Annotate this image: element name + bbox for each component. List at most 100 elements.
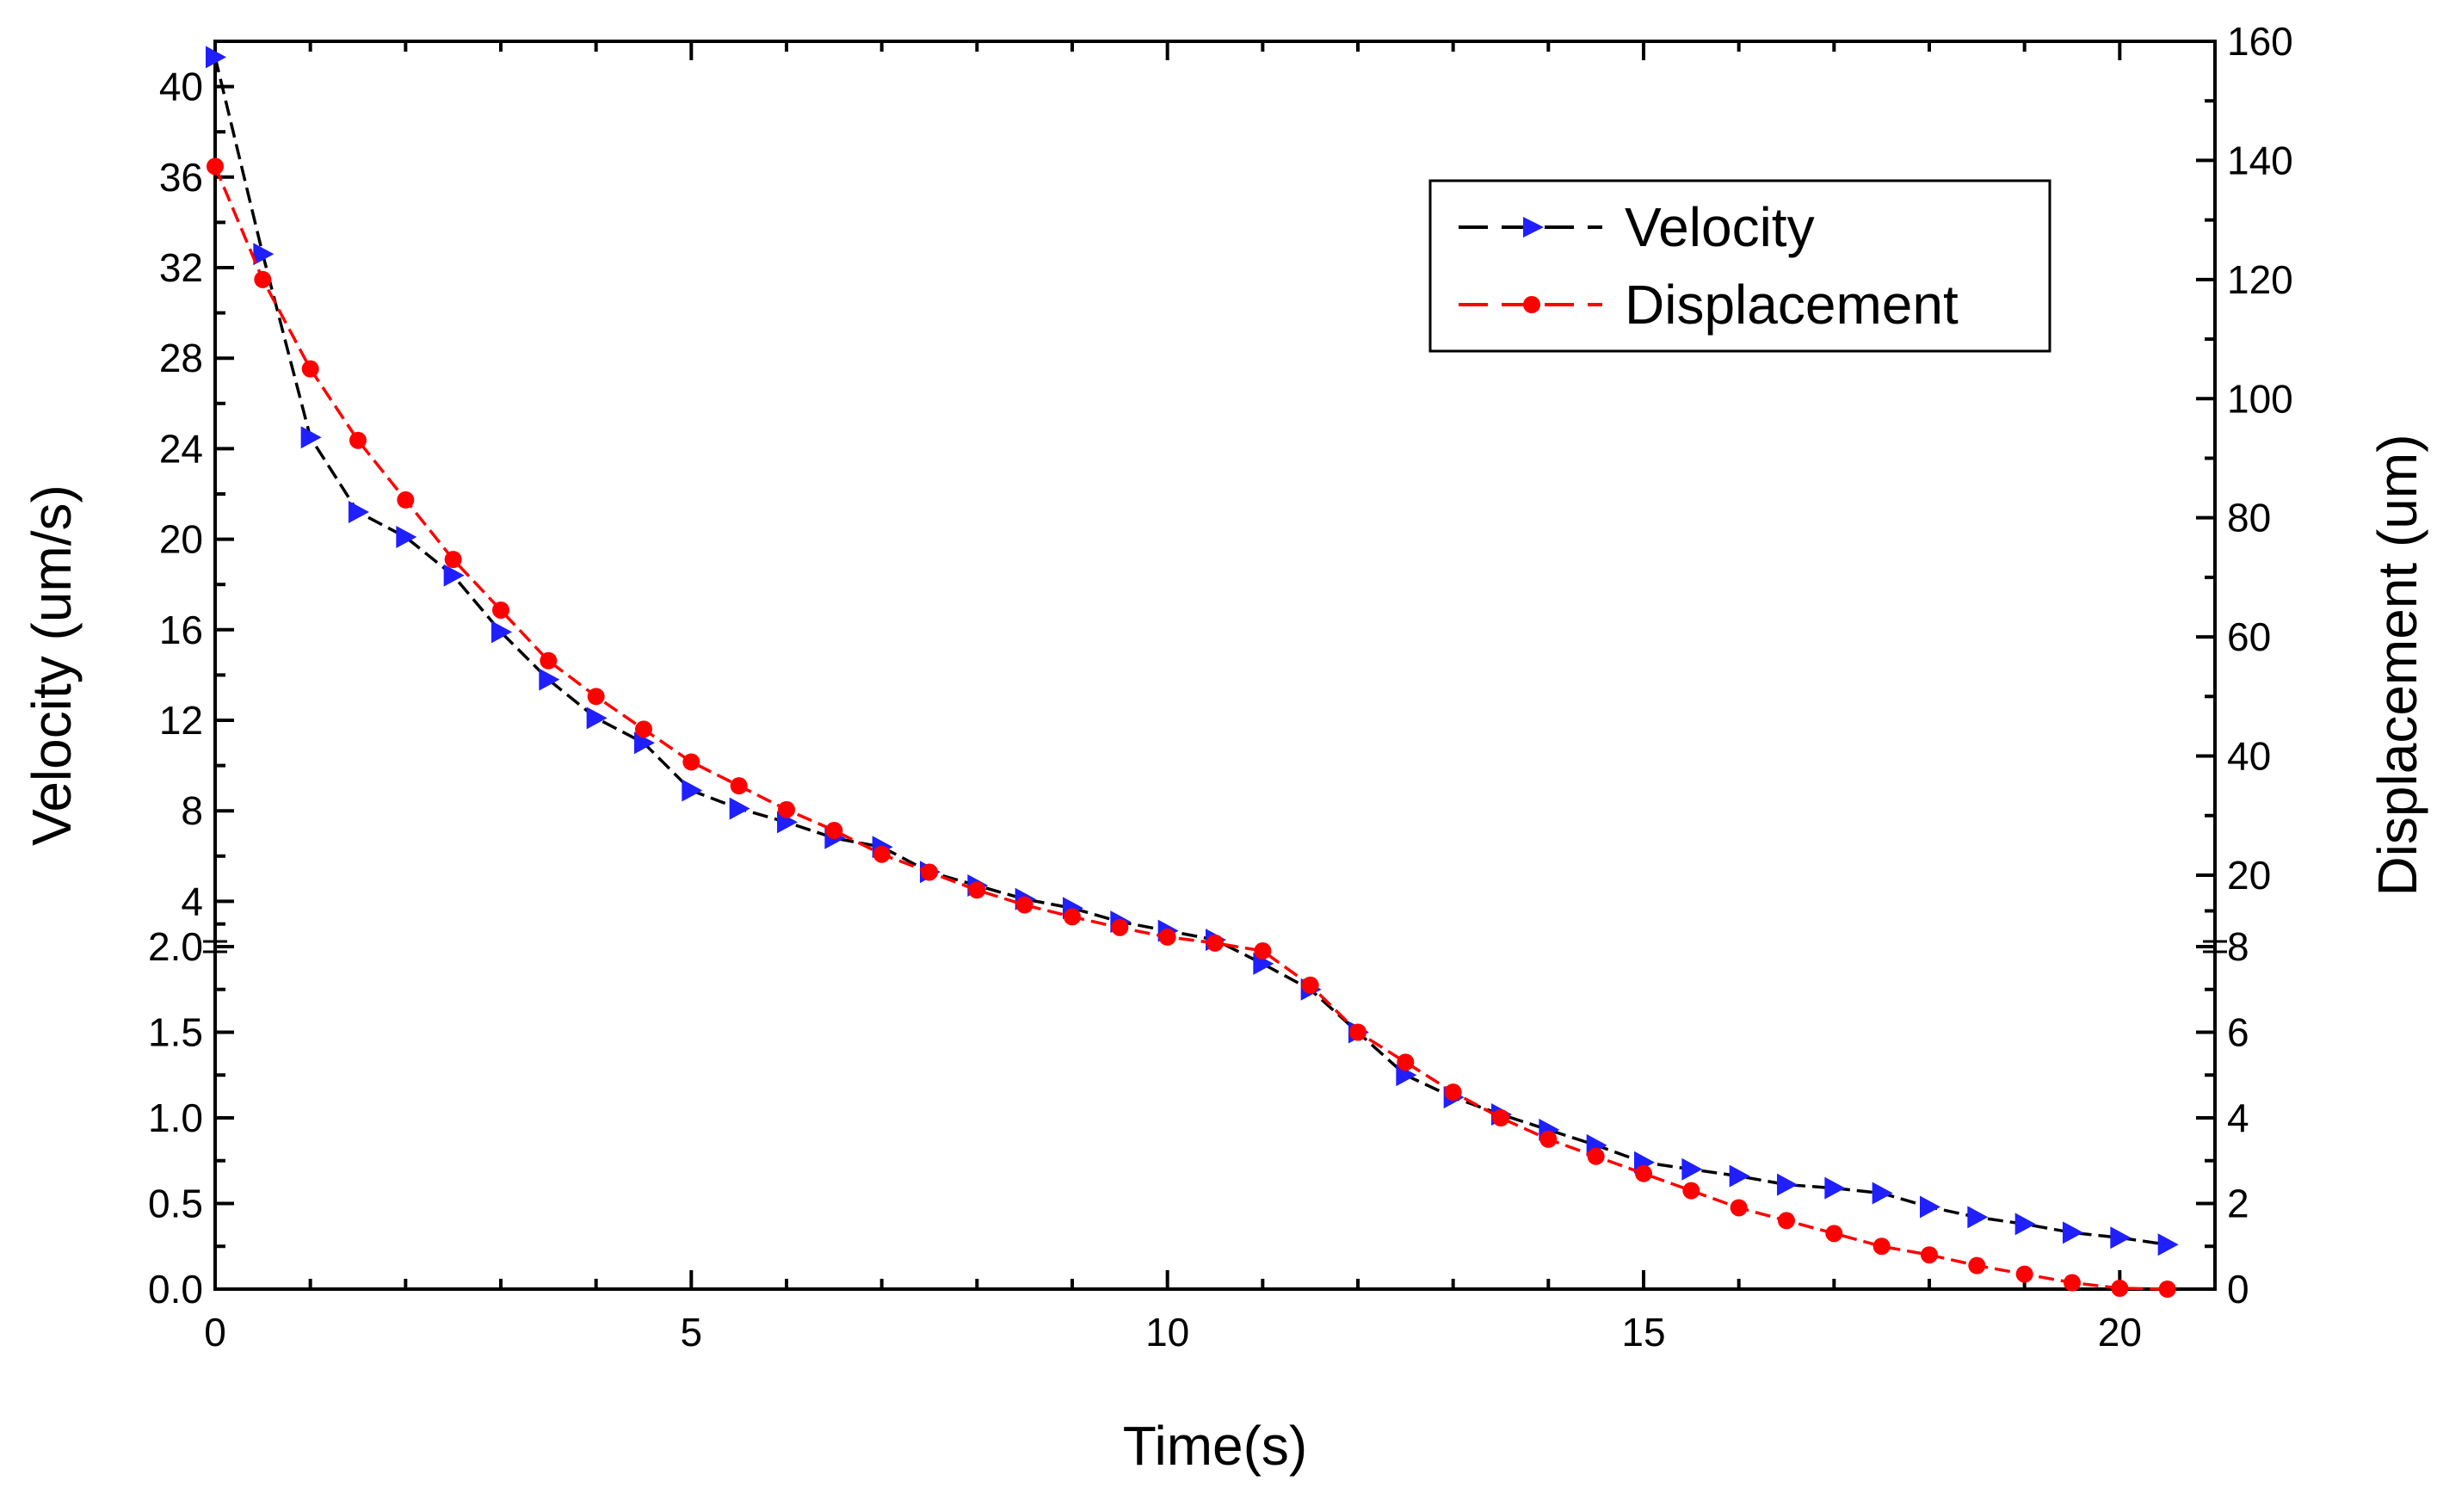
point-displacement [921, 863, 938, 881]
point-displacement [1635, 1164, 1652, 1182]
point-velocity [1729, 1164, 1750, 1188]
point-displacement [349, 431, 367, 449]
point-velocity [300, 426, 322, 449]
point-displacement [1397, 1053, 1415, 1071]
y-tick-label-right: 100 [2227, 376, 2293, 421]
point-displacement [1064, 908, 1081, 926]
y-tick-label-right: 80 [2227, 496, 2271, 540]
point-velocity [2063, 1221, 2083, 1244]
point-velocity [1681, 1157, 1703, 1181]
legend-displacement-label: Displacement [1625, 274, 1959, 336]
point-displacement [1158, 928, 1176, 946]
point-displacement [254, 270, 272, 288]
point-velocity [1777, 1173, 1798, 1196]
x-tick-label: 15 [1621, 1310, 1665, 1355]
point-velocity [2014, 1213, 2036, 1236]
legend: Velocity Displacement [1428, 179, 2051, 353]
legend-box [1428, 179, 2051, 353]
point-displacement [635, 720, 652, 738]
point-displacement [587, 688, 605, 706]
y-tick-label-right: 6 [2227, 1010, 2249, 1055]
axis-ticks: 0 5 10 15 200.00.51.01.52.048121620242832364… [148, 19, 2293, 1355]
point-displacement [2015, 1265, 2033, 1283]
point-displacement [1539, 1130, 1558, 1148]
point-displacement [1921, 1246, 1938, 1264]
y-tick-label-right: 0 [2227, 1267, 2249, 1311]
point-velocity [1967, 1206, 1989, 1229]
y-tick-label-left: 2.0 [148, 924, 203, 969]
y-tick-label-left: 20 [159, 517, 203, 562]
y-tick-label-left: 24 [159, 426, 203, 471]
point-displacement [1778, 1212, 1795, 1230]
point-displacement [1968, 1256, 1986, 1274]
point-velocity [539, 668, 560, 691]
x-tick-label: 0 [204, 1310, 226, 1355]
x-tick-label: 10 [1145, 1310, 1189, 1355]
point-displacement [778, 800, 795, 818]
y-tick-label-right: 8 [2227, 924, 2249, 969]
point-displacement [444, 551, 462, 569]
y-tick-label-left: 32 [159, 245, 203, 290]
point-displacement [1492, 1109, 1509, 1126]
point-velocity [2157, 1233, 2179, 1256]
y-tick-label-left: 28 [159, 336, 203, 380]
point-velocity [634, 731, 655, 755]
point-velocity [682, 779, 703, 802]
point-displacement [1301, 976, 1319, 994]
point-velocity [253, 243, 275, 266]
point-displacement [2111, 1280, 2129, 1298]
point-displacement [397, 491, 415, 509]
y-tick-label-right: 2 [2227, 1182, 2249, 1226]
y-tick-label-right: 60 [2227, 614, 2271, 659]
x-tick-label: 20 [2098, 1310, 2142, 1355]
y-tick-label-right: 160 [2227, 19, 2293, 64]
point-displacement [2158, 1281, 2176, 1298]
legend-displacement-marker [1523, 296, 1540, 313]
y-tick-label-right: 120 [2227, 257, 2293, 302]
point-velocity [349, 501, 369, 524]
legend-velocity-label: Velocity [1625, 196, 1815, 258]
point-velocity [1824, 1176, 1846, 1200]
point-displacement [1682, 1182, 1700, 1200]
point-displacement [1254, 941, 1272, 960]
point-velocity [729, 797, 750, 820]
y-tick-label-right: 4 [2227, 1095, 2249, 1140]
point-displacement [825, 822, 843, 840]
point-displacement [968, 881, 986, 899]
point-velocity [1920, 1195, 1940, 1219]
point-velocity [443, 564, 465, 587]
point-displacement [1206, 934, 1224, 952]
point-displacement [540, 651, 558, 670]
y-tick-label-left: 16 [159, 608, 203, 652]
y-tick-label-left: 36 [159, 155, 203, 200]
y-axis-title-right: Displacement (um) [2366, 434, 2428, 896]
point-displacement [1349, 1023, 1367, 1041]
point-velocity [586, 707, 608, 730]
y-tick-label-right: 20 [2227, 853, 2271, 898]
y-tick-label-right: 40 [2227, 734, 2271, 779]
x-axis-title: Time(s) [1123, 1415, 1307, 1477]
y-tick-label-left: 40 [159, 65, 203, 109]
y-tick-label-left: 4 [181, 879, 203, 923]
point-displacement [1444, 1083, 1462, 1102]
point-velocity [1872, 1182, 1893, 1205]
point-displacement [1730, 1199, 1748, 1217]
y-tick-label-left: 12 [159, 698, 203, 743]
point-displacement [1015, 896, 1033, 914]
y-axis-title-left: Velocity (um/s) [21, 484, 83, 846]
point-displacement [730, 777, 748, 795]
point-displacement [873, 845, 891, 863]
y-tick-label-left: 1.0 [148, 1095, 203, 1140]
point-velocity [396, 525, 417, 548]
point-displacement [1111, 918, 1129, 936]
y-tick-label-left: 0.5 [148, 1182, 203, 1226]
point-displacement [1825, 1225, 1843, 1243]
point-displacement [2064, 1274, 2081, 1292]
series-layer [206, 46, 2179, 1298]
point-displacement [301, 360, 319, 378]
point-displacement [1872, 1237, 1891, 1256]
legend-velocity-marker [1523, 217, 1544, 238]
point-velocity [206, 46, 226, 69]
